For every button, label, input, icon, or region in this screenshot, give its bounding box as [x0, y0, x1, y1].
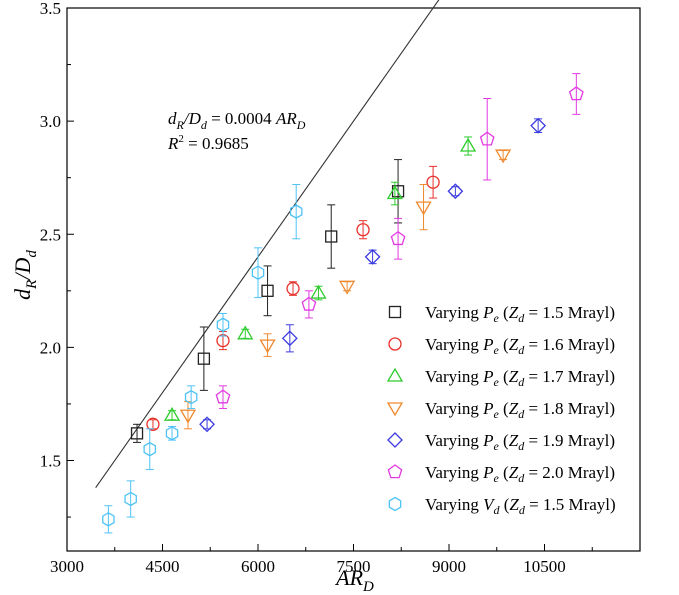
- data-point: [146, 417, 160, 431]
- x-title-main: AR: [334, 565, 363, 590]
- x-tick-label: 3000: [50, 557, 84, 576]
- data-point: [310, 284, 327, 299]
- series-5: [199, 117, 547, 433]
- data-point: [426, 175, 440, 189]
- legend-marker: [387, 432, 403, 448]
- y-title-slash: /D: [10, 258, 35, 282]
- y-tick-label: 2.5: [40, 225, 61, 244]
- data-point: [415, 201, 432, 216]
- axis-ticks: 3000 4500 6000 7500 9000 10500 1.5 2.0 2.5 3.0 3.5: [40, 0, 593, 576]
- r2-R: R: [167, 134, 179, 153]
- series-3: [163, 136, 477, 421]
- data-point: [261, 284, 274, 297]
- legend: Varying Pe (Zd = 1.5 Mrayl) Varying Pe (Z…: [386, 303, 616, 517]
- data-point: [568, 86, 584, 101]
- data-point: [124, 491, 137, 507]
- data-point: [215, 389, 231, 404]
- y-tick-label: 3.5: [40, 0, 61, 18]
- legend-label: Varying Pe (Zd = 1.7 Mrayl): [425, 367, 615, 389]
- data-point: [301, 296, 317, 311]
- data-point: [197, 352, 211, 365]
- x-axis-title: ARD: [334, 565, 374, 595]
- data-point: [130, 427, 144, 440]
- legend-label: Varying Pe (Zd = 1.9 Mrayl): [425, 431, 615, 453]
- data-point: [237, 325, 254, 340]
- data-point: [289, 204, 303, 219]
- fit-line: [95, 0, 440, 488]
- r2-sup: 2: [178, 133, 184, 145]
- x-tick-label: 6000: [241, 557, 275, 576]
- data-point: [530, 117, 547, 134]
- data-point: [339, 280, 356, 295]
- data-point: [163, 406, 181, 421]
- data-point: [179, 409, 197, 424]
- data-point: [386, 185, 404, 200]
- legend-label: Varying Pe (Zd = 1.5 Mrayl): [425, 303, 615, 325]
- y-tick-label: 3.0: [40, 112, 61, 131]
- x-tick-label: 4500: [146, 557, 180, 576]
- r-squared: R2 = 0.9685: [167, 133, 249, 153]
- x-title-sub: D: [362, 579, 374, 595]
- eq-d2: d: [201, 118, 208, 132]
- y-tick-label: 1.5: [40, 452, 61, 471]
- data-point: [494, 149, 512, 164]
- data-point: [447, 183, 464, 200]
- eq-D: D: [296, 118, 306, 132]
- data-point: [325, 230, 338, 243]
- data-point: [199, 416, 215, 433]
- y-title-d2: d: [24, 250, 40, 258]
- x-tick-label: 9000: [432, 557, 466, 576]
- series-7: [102, 183, 303, 534]
- legend-marker: [387, 464, 403, 479]
- legend-label: Varying Vd (Zd = 1.5 Mrayl): [425, 495, 616, 517]
- data-points-layer: [102, 73, 584, 534]
- data-point: [356, 223, 370, 237]
- legend-marker: [388, 496, 402, 512]
- data-point: [281, 330, 298, 347]
- series-4: [179, 149, 512, 430]
- eq-AR: AR: [275, 109, 297, 128]
- legend-label: Varying Pe (Zd = 2.0 Mrayl): [425, 463, 615, 485]
- eq-R: R: [176, 118, 185, 132]
- data-point: [165, 426, 179, 441]
- y-axis-title: dR/Dd: [10, 250, 40, 300]
- legend-marker: [386, 402, 404, 417]
- legend-label: Varying Pe (Zd = 1.8 Mrayl): [425, 399, 615, 421]
- eq-rhs: = 0.0004: [207, 109, 276, 128]
- legend-label: Varying Pe (Zd = 1.6 Mrayl): [425, 335, 615, 357]
- data-point: [184, 389, 198, 405]
- data-point: [216, 317, 230, 333]
- series-2: [146, 165, 440, 431]
- data-point: [259, 339, 276, 354]
- y-tick-label: 2.0: [40, 338, 61, 357]
- fit-line-layer: [95, 0, 440, 488]
- legend-marker: [388, 305, 402, 319]
- data-point: [143, 441, 157, 457]
- series-1: [130, 159, 405, 443]
- data-point: [459, 137, 477, 152]
- data-point: [479, 131, 495, 146]
- r2-value: = 0.9685: [184, 134, 249, 153]
- series-6: [215, 73, 584, 409]
- x-tick-label: 10500: [523, 557, 566, 576]
- data-point: [364, 248, 381, 265]
- fit-equation: dR/Dd = 0.0004 ARD: [168, 109, 306, 132]
- legend-marker: [386, 367, 404, 382]
- legend-marker: [388, 337, 402, 351]
- data-point: [251, 265, 265, 280]
- y-title-R: R: [24, 280, 40, 290]
- data-point: [390, 230, 406, 246]
- data-point: [286, 281, 300, 296]
- data-point: [102, 512, 115, 527]
- eq-slash: /D: [183, 109, 202, 128]
- y-title-d: d: [10, 288, 35, 300]
- x-tick-label: 7500: [337, 557, 371, 576]
- eq-d: d: [168, 109, 177, 128]
